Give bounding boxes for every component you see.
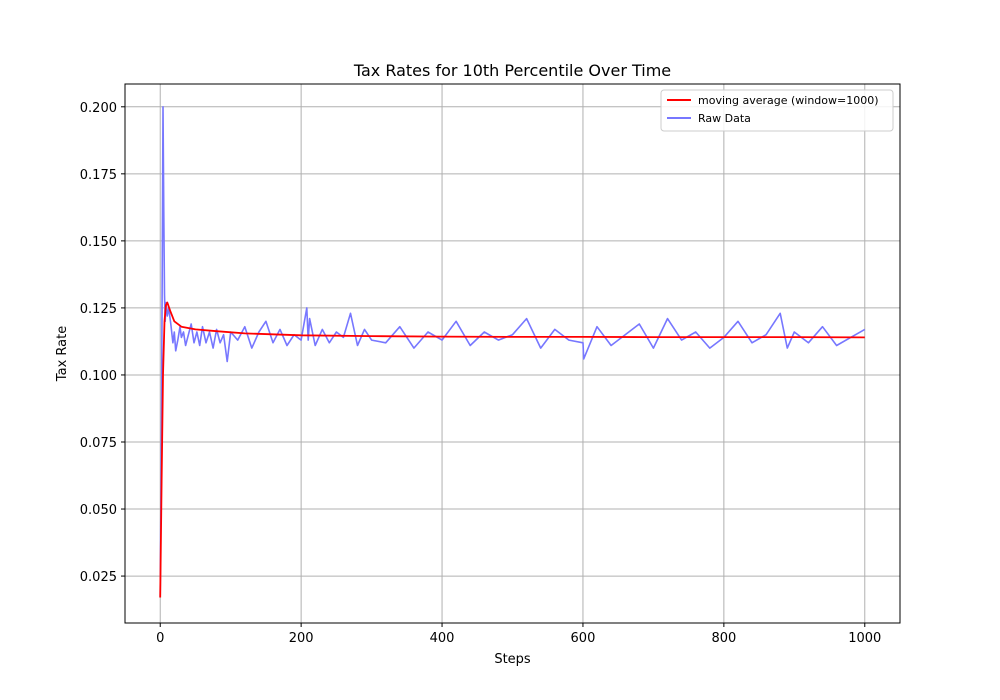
series-raw-data-line bbox=[159, 106, 866, 598]
plot-frame bbox=[124, 83, 901, 624]
axis-ticks: 0 200 400 600 800 1000 0.025 0.050 0.075 0.100 0.1… bbox=[80, 101, 882, 646]
chart-title: Tax Rates for 10th Percentile Over Time bbox=[353, 61, 671, 80]
legend-label-raw-data: Raw Data bbox=[698, 112, 751, 125]
y-tick-label: 0.200 bbox=[80, 101, 117, 116]
y-tick-label: 0.125 bbox=[80, 302, 117, 317]
x-tick-label: 200 bbox=[289, 631, 314, 646]
x-tick-label: 600 bbox=[571, 631, 596, 646]
legend-label-moving-average: moving average (window=1000) bbox=[698, 94, 879, 107]
y-tick-label: 0.100 bbox=[80, 369, 117, 384]
y-tick-label: 0.175 bbox=[80, 168, 117, 183]
y-tick-label: 0.050 bbox=[80, 503, 117, 518]
series-moving-average-line bbox=[159, 301, 865, 598]
x-tick-label: 400 bbox=[430, 631, 455, 646]
y-tick-label: 0.150 bbox=[80, 235, 117, 250]
x-tick-label: 0 bbox=[156, 631, 164, 646]
x-tick-label: 800 bbox=[711, 631, 736, 646]
grid bbox=[125, 84, 900, 623]
legend-box bbox=[660, 89, 894, 132]
series-layer bbox=[159, 106, 866, 598]
y-tick-label: 0.075 bbox=[80, 436, 117, 451]
x-axis-label: Steps bbox=[494, 652, 531, 667]
legend: moving average (window=1000) Raw Data bbox=[660, 89, 894, 132]
y-tick-label: 0.025 bbox=[80, 570, 117, 585]
y-axis-label: Tax Rate bbox=[55, 326, 70, 382]
x-tick-label: 1000 bbox=[848, 631, 881, 646]
